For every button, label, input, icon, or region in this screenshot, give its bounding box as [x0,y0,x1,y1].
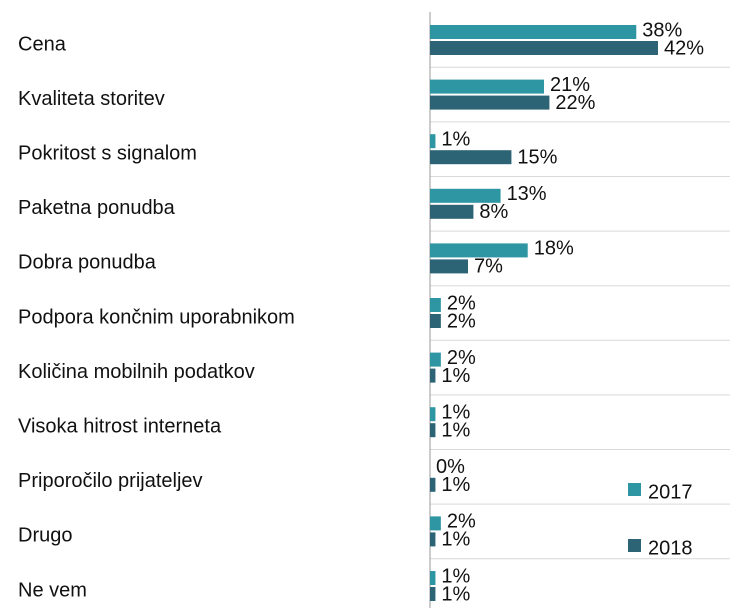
value-label: 13% [507,183,547,205]
value-label: 22% [555,92,595,114]
value-label: 1% [441,365,470,387]
value-label: 1% [441,474,470,496]
category-label: Ne vem [18,579,87,601]
value-label: 2% [447,292,476,314]
value-label: 42% [664,37,704,59]
value-label: 2% [447,511,476,533]
value-label: 1% [441,565,470,587]
value-label: 2% [447,310,476,332]
bar [430,150,512,165]
value-label: 8% [479,201,508,223]
category-label: Kvaliteta storitev [18,88,165,110]
category-label: Dobra ponudba [18,252,157,274]
bar [430,188,501,203]
value-label: 1% [441,583,470,605]
bar [430,571,436,585]
bar [430,134,436,149]
value-label: 18% [534,238,574,260]
legend-label: 2018 [648,537,693,559]
bar [430,352,441,367]
category-label: Priporočilo prijateljev [18,470,203,492]
bar [430,314,441,328]
value-label: 7% [474,256,503,278]
bar [430,477,436,492]
bar [430,25,637,39]
category-label: Drugo [18,525,72,547]
category-label: Paketna ponudba [18,197,176,219]
legend-swatch [628,483,641,496]
value-label: 15% [517,146,557,168]
bar [430,259,468,274]
value-label: 0% [436,456,465,478]
category-label: Visoka hitrost interneta [18,415,222,437]
category-label: Pokritost s signalom [18,142,197,164]
bar [430,516,441,531]
bar [430,204,474,219]
value-label: 1% [441,419,470,441]
bar [430,407,436,422]
bar [430,532,436,547]
value-label: 21% [550,74,590,96]
legend-swatch [628,539,641,552]
bar [430,368,436,383]
bar [430,79,544,94]
bar [430,587,436,601]
bar [430,95,550,110]
value-label: 1% [441,401,470,423]
category-label: Podpora končnim uporabnikom [18,306,295,328]
value-label: 38% [642,19,682,41]
bar [430,298,441,312]
value-label: 1% [441,529,470,551]
bar [430,423,436,438]
bar [430,41,658,55]
category-label: Količina mobilnih podatkov [18,361,255,383]
category-label: Cena [18,33,67,55]
legend-label: 2017 [648,481,693,503]
value-label: 2% [447,347,476,369]
value-label: 1% [441,128,470,150]
bar [430,243,528,258]
